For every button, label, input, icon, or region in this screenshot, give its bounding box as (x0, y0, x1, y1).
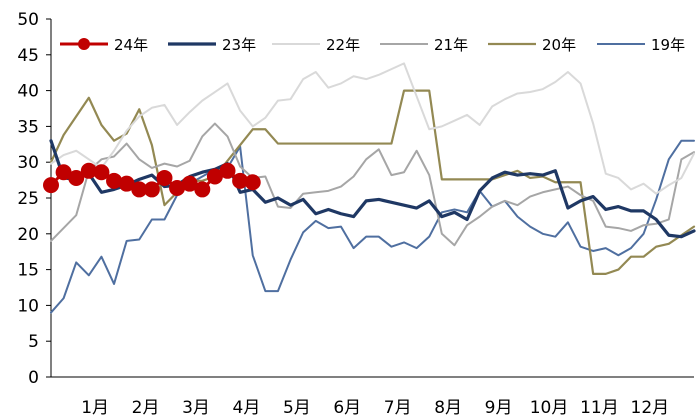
y-tick-label: 40 (17, 82, 39, 102)
series-20年 (49, 89, 696, 275)
data-point (68, 169, 85, 186)
series-line (49, 89, 696, 275)
legend: 24年 23年 22年 21年 20年 19年 (60, 36, 685, 54)
legend-marker (78, 38, 90, 50)
legend-label: 22年 (326, 36, 360, 54)
legend-item: 22年 (272, 36, 360, 54)
x-tick-label: 7月 (384, 398, 412, 418)
y-tick-label: 35 (17, 117, 39, 137)
series-line (50, 62, 695, 195)
y-tick-label: 15 (17, 261, 39, 281)
x-tick-label: 6月 (333, 398, 361, 418)
legend-item: 20年 (488, 36, 576, 54)
data-point (194, 181, 211, 198)
y-tick-label: 20 (17, 225, 39, 245)
legend-item: 23年 (168, 36, 256, 54)
legend-label: 24年 (114, 36, 148, 54)
x-tick-label: 3月 (182, 398, 210, 418)
data-point (143, 181, 160, 198)
series-layer (43, 62, 696, 314)
x-tick-label: 5月 (283, 398, 311, 418)
y-tick-label: 50 (17, 10, 39, 30)
series-line (50, 139, 695, 314)
y-tick-label: 45 (17, 46, 39, 66)
legend-label: 19年 (651, 36, 685, 54)
legend-label: 20年 (542, 36, 576, 54)
series-22年 (50, 62, 695, 195)
y-tick-label: 5 (28, 332, 39, 352)
x-tick-label: 9月 (485, 398, 513, 418)
data-point (93, 164, 110, 181)
x-tick-label: 12月 (631, 398, 670, 418)
x-tick-label: 1月 (81, 398, 109, 418)
x-tick-label: 4月 (233, 398, 261, 418)
data-point (156, 169, 173, 186)
legend-item: 24年 (60, 36, 148, 54)
x-tick-label: 8月 (434, 398, 462, 418)
legend-item: 21年 (380, 36, 468, 54)
y-tick-label: 0 (28, 368, 39, 388)
y-tick-label: 30 (17, 153, 39, 173)
y-tick-label: 25 (17, 189, 39, 209)
series-19年 (50, 139, 695, 314)
legend-label: 21年 (434, 36, 468, 54)
legend-label: 23年 (222, 36, 256, 54)
x-tick-label: 10月 (530, 398, 569, 418)
axes: 0 5 10 15 20 25 30 35 40 45 50 1月 2月 3月 4月 5月 6月 7月 8月 9月 10… (17, 10, 694, 418)
x-tick-label: 2月 (132, 398, 160, 418)
data-point (244, 174, 261, 191)
series-24年 (43, 162, 261, 198)
legend-item: 19年 (597, 36, 685, 54)
data-point (43, 177, 59, 194)
data-point (219, 162, 236, 179)
x-tick-label: 11月 (580, 398, 619, 418)
y-tick-label: 10 (17, 296, 39, 316)
